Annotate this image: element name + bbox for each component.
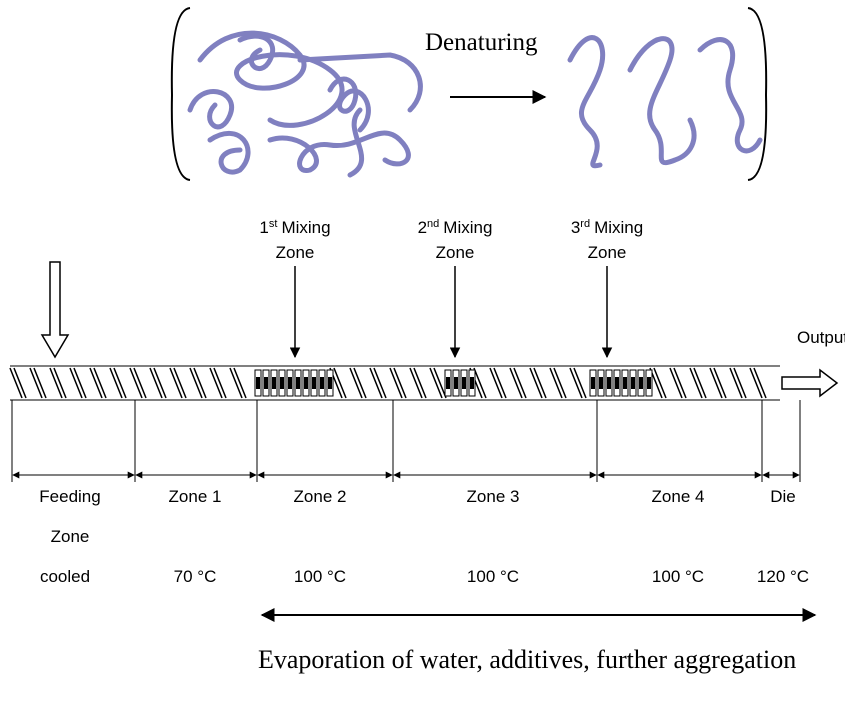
ordinal-number: 1 [259,218,268,237]
kneading-core [304,377,308,389]
mixing-zone-label: 1st Mixing [259,218,330,237]
kneading-core [462,377,466,389]
ordinal-suffix: nd [427,218,439,230]
kneading-core [256,377,260,389]
zone-temp: 70 °C [174,567,217,586]
flight [149,367,167,399]
feed-arrow [40,261,70,359]
flight [49,367,67,399]
zone-name: Zone 2 [294,487,347,506]
kneading-core [647,377,651,389]
kneading-core [264,377,268,389]
flight [169,367,187,399]
flight [489,367,507,399]
ordinal-number: 3 [571,218,580,237]
bracket [747,7,768,181]
flight [209,367,227,399]
zone-temp: cooled [40,567,90,586]
mixing-zone-label: 2nd Mixing [418,218,493,237]
mixing-zone-label: Zone [436,243,475,262]
kneading-core [623,377,627,389]
zone-temp: 120 °C [757,567,809,586]
flight [89,367,107,399]
output-label: Output [797,328,845,347]
flight [529,367,547,399]
flight [569,367,587,399]
kneading-core [288,377,292,389]
kneading-core [328,377,332,389]
kneading-core [470,377,474,389]
mixing-word: Mixing [594,218,643,237]
kneading-core [320,377,324,389]
flight [709,367,727,399]
mixing-zone-label: Zone [588,243,627,262]
flight [369,367,387,399]
output-arrow [781,368,839,398]
flight [669,367,687,399]
zone-temp: 100 °C [652,567,704,586]
kneading-core [272,377,276,389]
zone-temp: 100 °C [294,567,346,586]
kneading-core [639,377,643,389]
flight [29,367,47,399]
zone-temp: 100 °C [467,567,519,586]
flight [229,367,247,399]
mixing-zone-label: 3rd Mixing [571,218,643,237]
title: Denaturing [425,29,538,56]
zone-name: Zone 4 [652,487,705,506]
flight [9,367,27,399]
flight [509,367,527,399]
kneading-core [446,377,450,389]
flight [69,367,87,399]
note: Evaporation of water, additives, further… [258,645,797,674]
ordinal-number: 2 [418,218,427,237]
kneading-core [280,377,284,389]
flight [189,367,207,399]
mixing-word: Mixing [281,218,330,237]
flight [409,367,427,399]
kneading-core [607,377,611,389]
kneading-core [296,377,300,389]
folded-protein [187,30,423,178]
ordinal-suffix: rd [580,218,590,230]
zone-name: Zone 3 [467,487,520,506]
kneading-core [615,377,619,389]
screw [9,365,780,401]
kneading-core [454,377,458,389]
unfolded-protein [567,35,763,169]
flight [349,367,367,399]
kneading-core [312,377,316,389]
zone-name: Feeding [39,487,100,506]
flight [549,367,567,399]
flight [689,367,707,399]
kneading-core [591,377,595,389]
flight [749,367,767,399]
mixing-word: Mixing [443,218,492,237]
mixing-zone-label: Zone [276,243,315,262]
kneading-core [631,377,635,389]
kneading-core [599,377,603,389]
flight [429,367,447,399]
flight [109,367,127,399]
zone-name: Zone 1 [169,487,222,506]
flight [729,367,747,399]
zone-name: Zone [51,527,90,546]
flight [389,367,407,399]
ordinal-suffix: st [269,218,278,230]
zone-name: Die [770,487,796,506]
bracket [170,7,191,181]
flight [129,367,147,399]
